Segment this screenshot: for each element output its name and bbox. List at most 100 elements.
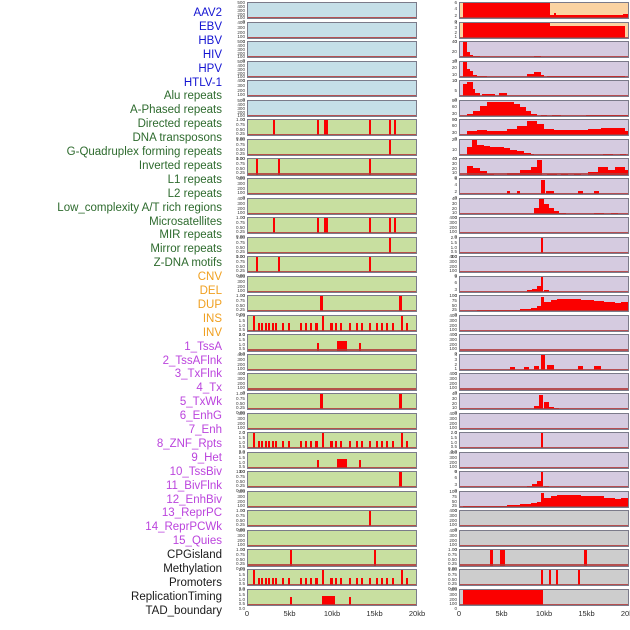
- track-box[interactable]: [247, 236, 417, 254]
- track-box[interactable]: [459, 295, 629, 313]
- track-box[interactable]: [247, 99, 417, 117]
- track-box[interactable]: [459, 393, 629, 411]
- track-box[interactable]: [459, 334, 629, 352]
- baseline: [248, 173, 416, 175]
- track-box[interactable]: [459, 373, 629, 391]
- track-box[interactable]: [247, 451, 417, 469]
- y-axis-ticks: 2.0 1.5 1.0 0.5 0.0: [227, 568, 245, 591]
- track-box[interactable]: [247, 471, 417, 489]
- track-box[interactable]: [459, 432, 629, 450]
- track-box[interactable]: [247, 138, 417, 157]
- track-bars: [460, 120, 628, 136]
- y-tick-label: 0.0: [238, 586, 245, 591]
- y-tick-label: 300: [449, 318, 457, 323]
- track-box[interactable]: [247, 60, 417, 78]
- bar: [358, 342, 362, 351]
- track-box[interactable]: [459, 275, 629, 293]
- track-box[interactable]: [247, 158, 417, 176]
- y-tick-label: 400: [237, 63, 245, 68]
- track-box[interactable]: [247, 314, 417, 332]
- track-box[interactable]: [459, 529, 629, 548]
- track-box[interactable]: [247, 568, 417, 587]
- track-box[interactable]: [459, 256, 629, 274]
- bar: [321, 315, 325, 331]
- y-tick-label: 200: [237, 421, 245, 426]
- track-box[interactable]: [247, 490, 417, 508]
- track-box[interactable]: [459, 21, 629, 39]
- track-box[interactable]: [459, 197, 629, 215]
- bar: [258, 440, 261, 449]
- track-box[interactable]: [459, 119, 629, 137]
- track-box[interactable]: [247, 177, 417, 196]
- track-box[interactable]: [247, 393, 417, 411]
- bar: [466, 82, 471, 97]
- track-box[interactable]: [459, 471, 629, 489]
- bar: [540, 297, 544, 312]
- bar: [380, 577, 383, 586]
- track-label-l1-repeats: L1 repeats: [167, 173, 222, 186]
- track-box[interactable]: [459, 41, 629, 59]
- track-box[interactable]: [247, 334, 417, 352]
- track-box[interactable]: [459, 510, 629, 528]
- track-box[interactable]: [459, 549, 629, 567]
- track-box[interactable]: [459, 217, 629, 235]
- y-tick-label: 0.25: [236, 523, 245, 528]
- track-box[interactable]: [247, 510, 417, 528]
- bar: [315, 577, 318, 586]
- baseline: [248, 153, 416, 156]
- track-box[interactable]: [247, 119, 417, 137]
- y-axis-ticks: 20 10 0: [439, 138, 457, 161]
- track-box[interactable]: [247, 529, 417, 548]
- bar: [380, 323, 383, 331]
- track-box[interactable]: [247, 256, 417, 274]
- track-box[interactable]: [459, 412, 629, 430]
- track-box[interactable]: [247, 373, 417, 391]
- track-box[interactable]: [459, 490, 629, 508]
- x-tick-label: 5kb: [283, 609, 296, 619]
- track-box[interactable]: [459, 236, 629, 254]
- y-tick-label: 4: [454, 20, 457, 25]
- bar: [490, 147, 497, 156]
- track-bars: [248, 315, 416, 331]
- y-axis-ticks: 400 300 200 100 0: [439, 255, 457, 278]
- bar: [475, 92, 481, 97]
- track-box[interactable]: [459, 314, 629, 332]
- track-box[interactable]: [459, 2, 629, 20]
- y-tick-label: 400: [449, 372, 457, 377]
- track-box[interactable]: [459, 451, 629, 469]
- track-box[interactable]: [247, 295, 417, 313]
- y-tick-label: 0: [454, 195, 457, 200]
- track-box[interactable]: [459, 177, 629, 196]
- track-bars: [460, 140, 628, 156]
- track-label-promoters: Promoters: [168, 576, 222, 589]
- track-box[interactable]: [247, 80, 417, 98]
- track-box[interactable]: [459, 353, 629, 372]
- track-box[interactable]: [247, 353, 417, 372]
- track-box[interactable]: [459, 158, 629, 176]
- track-label-1-tssa: 1_TssA: [184, 340, 222, 353]
- bar: [466, 51, 471, 58]
- track-box[interactable]: [459, 99, 629, 117]
- track-box[interactable]: [247, 217, 417, 235]
- bar: [486, 131, 497, 136]
- track-box[interactable]: [459, 588, 629, 606]
- track-box[interactable]: [247, 432, 417, 450]
- track-box[interactable]: [247, 588, 417, 606]
- track-box[interactable]: [247, 412, 417, 430]
- track-box[interactable]: [247, 275, 417, 293]
- y-tick-label: 0.25: [236, 484, 245, 489]
- bar: [530, 503, 538, 507]
- track-box[interactable]: [247, 41, 417, 59]
- track-box[interactable]: [247, 21, 417, 39]
- track-box[interactable]: [459, 60, 629, 78]
- y-axis-ticks: 1.00 0.75 0.50 0.25 0.00: [227, 138, 245, 161]
- track-box[interactable]: [247, 2, 417, 20]
- track-box[interactable]: [247, 197, 417, 215]
- y-tick-label: 0.00: [448, 567, 457, 572]
- track-box[interactable]: [247, 549, 417, 567]
- track-box[interactable]: [459, 138, 629, 157]
- bar: [368, 257, 371, 273]
- y-tick-label: 0: [454, 293, 457, 298]
- track-box[interactable]: [459, 80, 629, 98]
- track-box[interactable]: [459, 568, 629, 587]
